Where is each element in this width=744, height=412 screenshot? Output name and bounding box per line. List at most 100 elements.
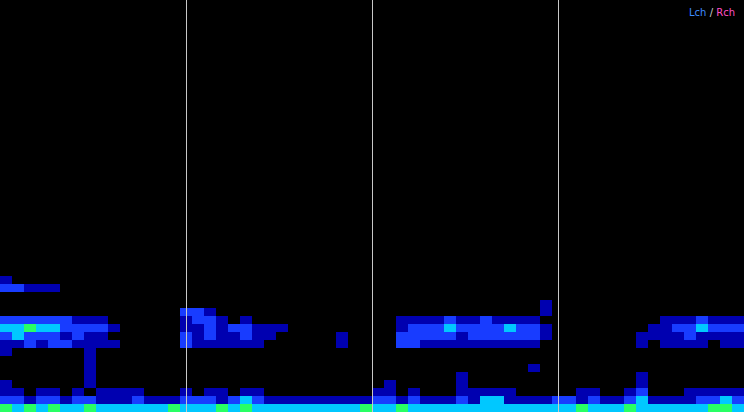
cell (432, 284, 444, 292)
cell (420, 284, 432, 292)
cell (456, 316, 468, 324)
cell (360, 300, 372, 308)
cell (732, 356, 744, 364)
cell (204, 404, 216, 412)
cell (672, 276, 684, 284)
cell (396, 276, 408, 284)
cell (96, 324, 108, 332)
cell (72, 388, 84, 396)
cell (648, 372, 660, 380)
cell (564, 364, 576, 372)
cell (720, 316, 732, 324)
cell (384, 308, 396, 316)
cell (504, 404, 516, 412)
cell (444, 300, 456, 308)
cell (96, 276, 108, 284)
cell (444, 404, 456, 412)
cell (348, 404, 360, 412)
cell (324, 324, 336, 332)
cell (516, 300, 528, 308)
cell (276, 372, 288, 380)
cell (348, 284, 360, 292)
cell (108, 292, 120, 300)
cell (636, 396, 648, 404)
cell (324, 404, 336, 412)
cell (324, 372, 336, 380)
cell (420, 404, 432, 412)
cell (624, 308, 636, 316)
cell (144, 292, 156, 300)
cell (612, 340, 624, 348)
cell (312, 348, 324, 356)
cell (420, 348, 432, 356)
cell (0, 340, 12, 348)
cell (336, 276, 348, 284)
cell (564, 316, 576, 324)
cell (288, 316, 300, 324)
cell (240, 372, 252, 380)
cell (312, 292, 324, 300)
cell (240, 316, 252, 324)
cell (732, 332, 744, 340)
cell (348, 316, 360, 324)
cell (528, 292, 540, 300)
cell (336, 324, 348, 332)
cell (168, 308, 180, 316)
cell (252, 284, 264, 292)
cell (228, 380, 240, 388)
cell (156, 292, 168, 300)
cell (408, 372, 420, 380)
cell (432, 404, 444, 412)
cell (588, 388, 600, 396)
cell (360, 388, 372, 396)
cell (672, 308, 684, 316)
cell (60, 292, 72, 300)
cell (576, 292, 588, 300)
cell (396, 340, 408, 348)
cell (192, 380, 204, 388)
cell (60, 356, 72, 364)
cell (168, 324, 180, 332)
cell (696, 276, 708, 284)
cell (684, 348, 696, 356)
cell (204, 284, 216, 292)
cell (600, 356, 612, 364)
cell (576, 316, 588, 324)
cell (444, 292, 456, 300)
cell (252, 276, 264, 284)
cell (384, 300, 396, 308)
cell (612, 324, 624, 332)
cell (84, 324, 96, 332)
cell (252, 396, 264, 404)
cell (300, 356, 312, 364)
cell (228, 404, 240, 412)
cell (168, 284, 180, 292)
cell (48, 300, 60, 308)
cell (576, 340, 588, 348)
cell (636, 284, 648, 292)
cell (108, 388, 120, 396)
cell (624, 324, 636, 332)
cell (108, 284, 120, 292)
cell (636, 316, 648, 324)
cell (672, 372, 684, 380)
cell (408, 284, 420, 292)
cell (12, 364, 24, 372)
cell (288, 276, 300, 284)
cell (360, 372, 372, 380)
cell (684, 292, 696, 300)
cell (228, 292, 240, 300)
cell (732, 396, 744, 404)
cell (492, 324, 504, 332)
cell (228, 396, 240, 404)
cell (708, 396, 720, 404)
cell (96, 388, 108, 396)
cell (0, 380, 12, 388)
cell (732, 324, 744, 332)
cell (312, 308, 324, 316)
cell (252, 308, 264, 316)
cell (588, 316, 600, 324)
cell (336, 380, 348, 388)
cell (336, 396, 348, 404)
cell (36, 276, 48, 284)
